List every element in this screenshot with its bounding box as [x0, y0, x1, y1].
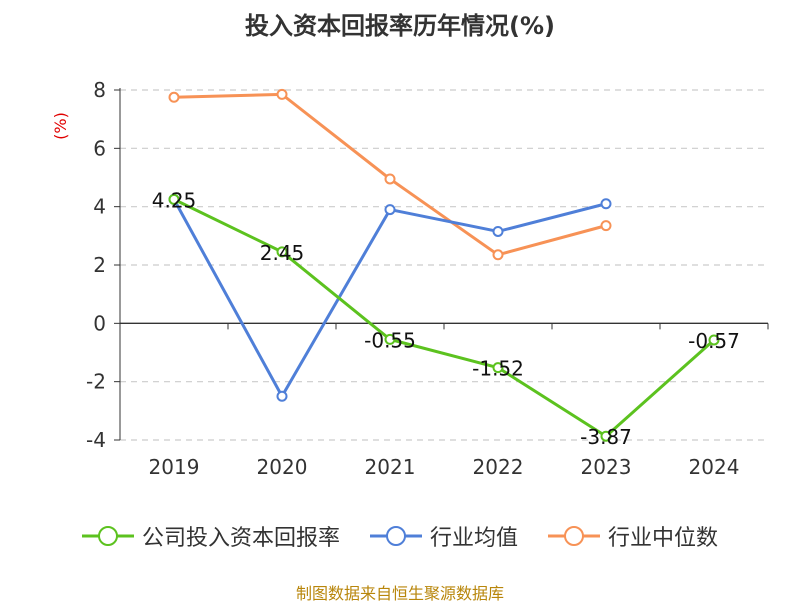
- data-point-industry-median[interactable]: [276, 88, 288, 100]
- x-tick-label: 2020: [257, 455, 308, 479]
- y-tick-label: -4: [86, 428, 106, 452]
- data-point-industry-avg[interactable]: [600, 198, 612, 210]
- data-point-industry-median[interactable]: [168, 91, 180, 103]
- data-point-industry-median[interactable]: [492, 249, 504, 261]
- data-label-company: -1.52: [472, 357, 524, 381]
- data-point-company[interactable]: [708, 334, 720, 346]
- data-point-company[interactable]: [600, 430, 612, 442]
- legend-item-industry-avg[interactable]: 行业均值: [369, 520, 518, 552]
- x-tick-label: 2019: [149, 455, 200, 479]
- y-tick-label: 2: [93, 253, 106, 277]
- data-point-industry-avg[interactable]: [276, 390, 288, 402]
- legend-label-industry-avg: 行业均值: [429, 526, 518, 551]
- chart-title: 投入资本回报率历年情况(%): [245, 12, 555, 40]
- legend-swatch-industry-median: [548, 526, 600, 546]
- x-tick-label: 2021: [365, 455, 416, 479]
- y-tick-label: 0: [93, 311, 106, 335]
- legend: 公司投入资本回报率 行业均值 行业中位数: [0, 518, 800, 554]
- x-tick-label: 2022: [473, 455, 524, 479]
- line-chart: -4 -2 0 2 4 6 8 2019 2020 2021 2022 2023 2024 (%) 4.25…: [51, 78, 769, 479]
- data-label-company: 4.25: [152, 188, 197, 212]
- y-axis-unit-label: (%): [51, 112, 70, 140]
- series-line-company: [173, 198, 715, 438]
- y-tick-label: 8: [93, 78, 106, 102]
- legend-swatch-industry-avg: [369, 526, 422, 546]
- legend-item-company[interactable]: 公司投入资本回报率: [81, 520, 340, 552]
- legend-item-industry-median[interactable]: 行业中位数: [548, 520, 718, 552]
- legend-swatch-company: [81, 526, 134, 546]
- data-label-company: -3.87: [580, 425, 632, 449]
- data-point-company[interactable]: [168, 193, 180, 205]
- data-label-company: 2.45: [260, 241, 305, 265]
- data-point-industry-median[interactable]: [600, 220, 612, 232]
- y-tick-label: -2: [86, 370, 106, 394]
- x-tick-label: 2023: [581, 455, 632, 479]
- y-tick-label: 4: [93, 195, 106, 219]
- data-source-note: 制图数据来自恒生聚源数据库: [295, 584, 504, 603]
- data-point-company[interactable]: [492, 362, 504, 374]
- data-point-company[interactable]: [384, 333, 396, 345]
- legend-label-company: 公司投入资本回报率: [141, 526, 340, 551]
- series-line-industry-avg: [172, 198, 607, 398]
- legend-label-industry-median: 行业中位数: [608, 526, 719, 551]
- data-point-industry-avg[interactable]: [384, 204, 396, 216]
- data-point-industry-avg[interactable]: [492, 225, 504, 237]
- y-tick-label: 6: [93, 136, 106, 160]
- data-point-industry-median[interactable]: [384, 173, 396, 185]
- data-label-company: -0.55: [364, 328, 416, 352]
- x-tick-label: 2024: [689, 455, 740, 479]
- data-point-company[interactable]: [276, 246, 288, 258]
- data-label-company: -0.57: [688, 329, 740, 353]
